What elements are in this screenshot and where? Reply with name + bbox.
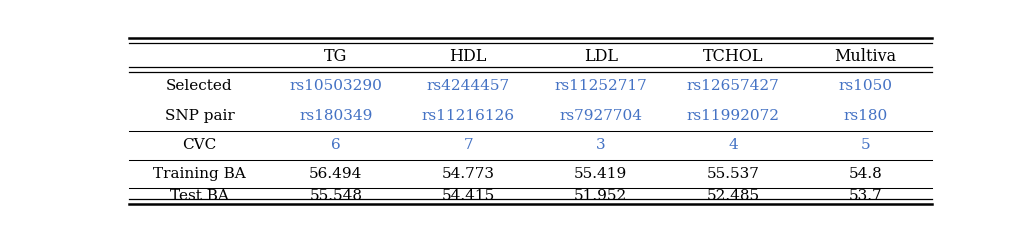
- Text: 55.419: 55.419: [574, 167, 627, 181]
- Text: Selected: Selected: [167, 79, 233, 93]
- Text: 51.952: 51.952: [574, 189, 627, 203]
- Text: rs1050: rs1050: [838, 79, 892, 93]
- Text: rs11216126: rs11216126: [421, 109, 514, 123]
- Text: Multiva: Multiva: [834, 48, 896, 64]
- Text: 55.537: 55.537: [707, 167, 760, 181]
- Text: 7: 7: [464, 138, 473, 152]
- Text: CVC: CVC: [182, 138, 216, 152]
- Text: rs10503290: rs10503290: [290, 79, 382, 93]
- Text: 56.494: 56.494: [309, 167, 362, 181]
- Text: LDL: LDL: [584, 48, 618, 64]
- Text: HDL: HDL: [449, 48, 486, 64]
- Text: 53.7: 53.7: [849, 189, 882, 203]
- Text: SNP pair: SNP pair: [165, 109, 235, 123]
- Text: 6: 6: [331, 138, 341, 152]
- Text: 55.548: 55.548: [309, 189, 362, 203]
- Text: TG: TG: [324, 48, 348, 64]
- Text: rs7927704: rs7927704: [559, 109, 642, 123]
- Text: Test BA: Test BA: [170, 189, 229, 203]
- Text: 3: 3: [596, 138, 605, 152]
- Text: rs12657427: rs12657427: [686, 79, 779, 93]
- Text: 5: 5: [860, 138, 870, 152]
- Text: 54.8: 54.8: [849, 167, 882, 181]
- Text: 4: 4: [728, 138, 738, 152]
- Text: rs11992072: rs11992072: [686, 109, 779, 123]
- Text: rs4244457: rs4244457: [426, 79, 510, 93]
- Text: 54.415: 54.415: [442, 189, 495, 203]
- Text: 54.773: 54.773: [442, 167, 495, 181]
- Text: 52.485: 52.485: [707, 189, 760, 203]
- Text: TCHOL: TCHOL: [703, 48, 763, 64]
- Text: rs180349: rs180349: [299, 109, 373, 123]
- Text: rs11252717: rs11252717: [555, 79, 647, 93]
- Text: Training BA: Training BA: [153, 167, 246, 181]
- Text: rs180: rs180: [844, 109, 887, 123]
